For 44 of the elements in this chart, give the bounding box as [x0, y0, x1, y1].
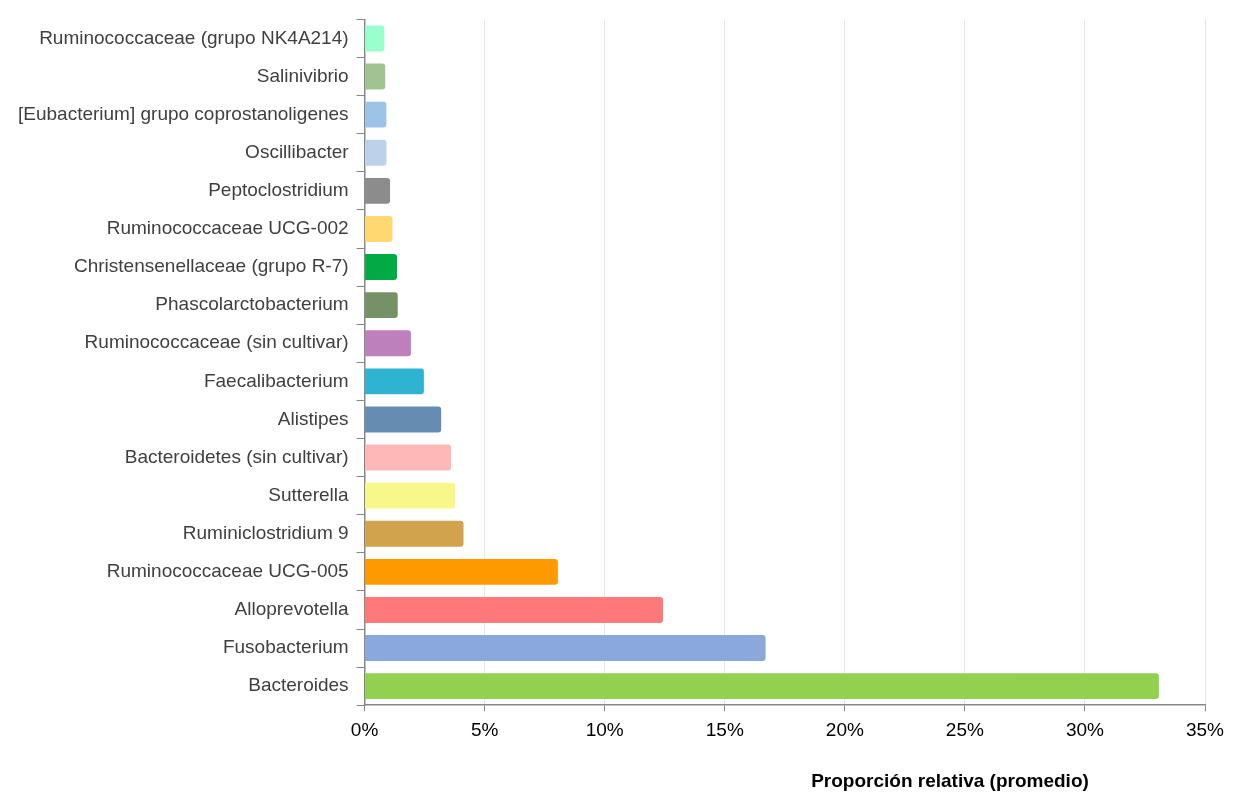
- x-tick-label: 20%: [825, 718, 864, 740]
- bar: [365, 406, 442, 433]
- bar: [365, 558, 558, 585]
- x-tick-label: 5%: [470, 718, 499, 740]
- x-tick-label: 35%: [1185, 718, 1225, 740]
- y-tick-label: [Eubacterium] grupo coprostanoligenes: [18, 102, 349, 124]
- y-tick-label: Faecalibacterium: [203, 369, 349, 391]
- y-tick-label: Ruminococcaceae UCG-002: [106, 217, 349, 239]
- x-tick-label: 10%: [585, 718, 624, 740]
- x-tick-label: 25%: [945, 718, 984, 740]
- bar: [365, 216, 393, 242]
- y-tick-label: Ruminiclostridium 9: [182, 521, 349, 543]
- bar: [365, 635, 766, 661]
- y-tick-label: Christensenellaceae (grupo R-7): [74, 255, 349, 277]
- bar: [365, 63, 386, 90]
- x-tick-label: 30%: [1065, 718, 1105, 740]
- bar: [365, 101, 387, 128]
- bar: [365, 520, 464, 547]
- bar: [365, 482, 456, 509]
- bar: [365, 25, 385, 52]
- bar: [365, 368, 424, 395]
- y-tick-label: Ruminococcaceae (grupo NK4A214): [39, 26, 349, 48]
- y-tick-label: Bacteroides: [248, 674, 349, 696]
- y-tick-label: Oscillibacter: [245, 140, 350, 162]
- y-tick-label: Sutterella: [268, 483, 350, 505]
- y-tick-label: Peptoclostridium: [208, 179, 349, 201]
- bar: [365, 597, 664, 623]
- y-tick-label: Alistipes: [277, 407, 349, 429]
- y-tick-label: Ruminococcaceae UCG-005: [106, 560, 349, 582]
- bar: [365, 292, 398, 319]
- y-tick-label: Ruminococcaceae (sin cultivar): [84, 331, 349, 353]
- y-tick-label: Fusobacterium: [222, 636, 349, 658]
- x-tick-label: 0%: [350, 718, 379, 740]
- bar: [365, 444, 452, 471]
- x-tick-label: 15%: [705, 718, 744, 740]
- bar: [365, 673, 1159, 700]
- x-axis-title: Proporción relativa (promedio): [810, 770, 1090, 792]
- y-tick-label: Bacteroidetes (sin cultivar): [124, 445, 349, 467]
- bar: [365, 330, 411, 357]
- bar: [365, 139, 387, 166]
- bar: [365, 254, 398, 280]
- y-tick-label: Phascolarctobacterium: [155, 293, 349, 315]
- y-tick-label: Salinivibrio: [256, 64, 349, 86]
- y-tick-label: Alloprevotella: [234, 598, 350, 620]
